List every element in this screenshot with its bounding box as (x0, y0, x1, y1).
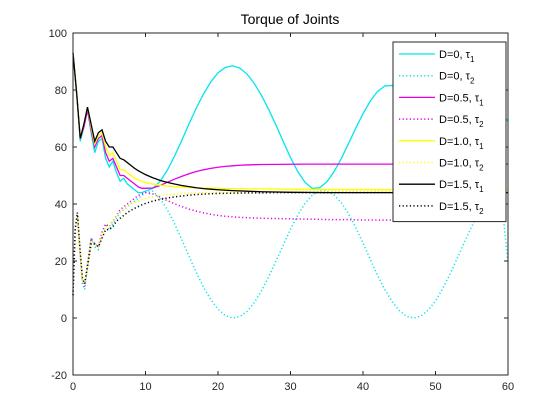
x-tick-label-4: 40 (357, 381, 369, 393)
series-line-2 (72, 52, 508, 189)
legend-label-1: D=0, τ2 (439, 71, 475, 86)
legend-label-2: D=0.5, τ1 (439, 92, 484, 107)
x-tick-label-0: 0 (70, 381, 76, 393)
series-line-6 (72, 52, 508, 194)
legend-label-3: D=0.5, τ2 (439, 114, 484, 129)
series-line-1 (72, 189, 509, 319)
y-tick-label-4: 60 (55, 142, 67, 154)
legend-label-5: D=1.0, τ2 (439, 158, 484, 173)
legend-label-0: D=0, τ1 (439, 49, 475, 64)
chart-title: Torque of Joints (241, 11, 340, 27)
legend-box (392, 41, 507, 223)
y-tick-label-3: 40 (55, 199, 67, 211)
legend: D=0, τ1 D=0, τ2 D=0.5, τ1 D=0.5, τ2 D=1.0, τ… (392, 41, 507, 223)
x-tick-label-6: 60 (502, 381, 514, 393)
y-tick-label-2: 20 (55, 256, 67, 268)
y-tick-label-0: -20 (51, 370, 67, 382)
x-tick-label-1: 10 (139, 381, 151, 393)
x-tick-label-2: 20 (212, 381, 224, 393)
y-tick-label-5: 80 (55, 85, 67, 97)
series-line-5 (72, 190, 508, 296)
x-tick-label-5: 50 (429, 381, 441, 393)
x-tick-label-3: 30 (284, 381, 296, 393)
y-tick-label-1: 0 (61, 313, 67, 325)
legend-label-7: D=1.5, τ2 (439, 201, 484, 216)
y-tick-label-6: 100 (49, 28, 67, 40)
series-line-7 (72, 191, 508, 296)
legend-label-6: D=1.5, τ1 (439, 179, 484, 194)
legend-label-4: D=1.0, τ1 (439, 136, 484, 151)
series-line-4 (72, 52, 508, 191)
